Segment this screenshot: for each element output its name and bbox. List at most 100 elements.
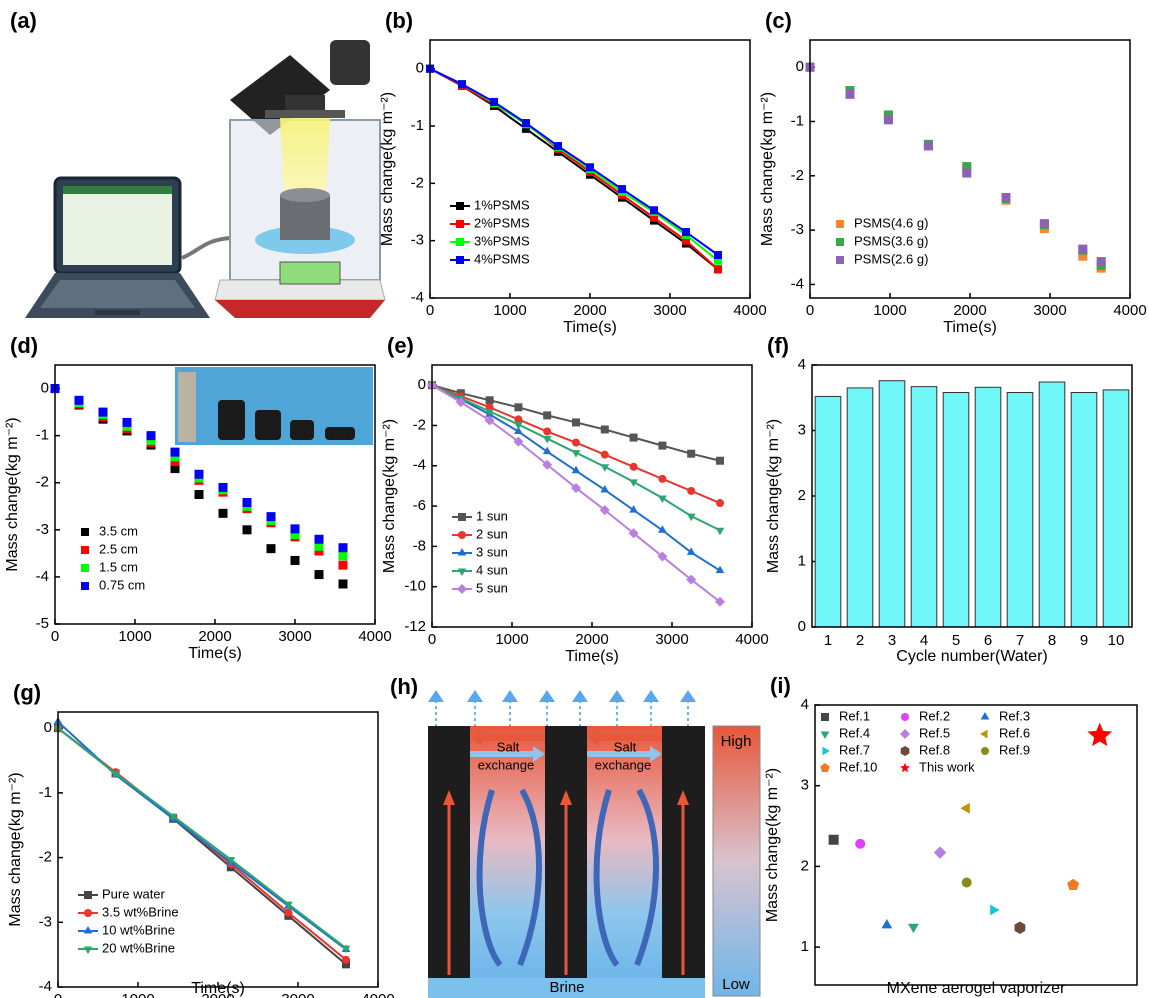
y-tick-label: 4 (801, 696, 809, 713)
exchange-label: exchange (595, 757, 651, 772)
legend-label: Ref.9 (999, 742, 1030, 757)
point (98, 407, 108, 417)
panel-label: (i) (770, 673, 791, 698)
point (715, 596, 725, 607)
plot-frame (57, 711, 379, 988)
legend-label: 1 sun (476, 508, 508, 523)
panel-label: (c) (765, 8, 792, 33)
legend-label: 5 sun (476, 580, 508, 595)
point (290, 530, 300, 540)
point (522, 119, 530, 128)
point (218, 482, 228, 492)
plot-frame (811, 364, 1133, 628)
point (962, 168, 972, 178)
x-tick-label: 4000 (361, 991, 394, 998)
x-axis-label: Time(s) (943, 319, 997, 336)
point (658, 474, 667, 483)
point (687, 486, 696, 495)
point (883, 110, 893, 120)
point (571, 482, 581, 493)
x-tick-label: 3000 (1033, 302, 1066, 319)
point (513, 436, 524, 447)
x-tick-label: 2000 (573, 302, 606, 319)
point (600, 450, 609, 459)
legend-marker (81, 546, 89, 554)
point (455, 397, 466, 408)
y-tick-label: -5 (36, 615, 49, 632)
bar (1102, 389, 1130, 628)
panel-label: (d) (10, 333, 38, 358)
legend-marker (457, 568, 467, 576)
point (290, 555, 300, 565)
panel-label: (e) (387, 333, 414, 358)
legend-label: PSMS(4.6 g) (854, 215, 928, 230)
x-tick-label: 3 (888, 632, 896, 649)
panel-label: (g) (13, 680, 41, 705)
point (686, 513, 696, 522)
legend-marker (822, 746, 830, 756)
exchange-label: Salt (614, 739, 637, 754)
x-tick-label: 10 (1108, 632, 1125, 649)
point (342, 960, 350, 969)
point (990, 904, 1000, 916)
x-tick-label: 4000 (733, 302, 766, 319)
exchange-label: Salt (497, 739, 520, 754)
point (618, 185, 626, 194)
exchange-label: exchange (478, 757, 534, 772)
legend-label: 0.75 cm (99, 577, 145, 592)
point (908, 923, 919, 934)
point (284, 901, 293, 910)
x-tick-label: 6 (984, 632, 992, 649)
legend-marker (820, 763, 830, 773)
point (554, 142, 562, 151)
legend-marker (980, 729, 988, 739)
y-axis-label: Mass change(kg m⁻²) (765, 419, 782, 573)
x-tick-label: 3000 (655, 631, 688, 648)
panel-label: (a) (10, 8, 37, 33)
legend-marker (456, 238, 464, 246)
point (543, 411, 552, 420)
point (342, 955, 350, 964)
point (881, 919, 893, 929)
y-tick-label: 2 (798, 487, 806, 504)
point (514, 426, 523, 435)
x-tick-label: 1000 (118, 628, 151, 645)
point (961, 877, 972, 888)
x-tick-label: 4 (920, 632, 928, 649)
y-tick-label: 0 (41, 380, 49, 397)
x-tick-label: 3000 (281, 991, 314, 998)
point (658, 441, 667, 450)
point (542, 436, 552, 444)
x-axis-label: MXene aerogel vaporizer (887, 980, 1066, 997)
legend-label: Ref.3 (999, 708, 1030, 723)
point (628, 528, 639, 539)
legend-marker (457, 548, 467, 556)
point (682, 236, 690, 245)
point (1078, 244, 1088, 254)
x-tick-label: 3000 (653, 302, 686, 319)
y-tick-label: 1 (798, 552, 806, 569)
legend-marker (458, 513, 466, 521)
legend-label: 2%PSMS (474, 215, 530, 230)
point (242, 525, 252, 535)
point (1039, 219, 1049, 229)
x-tick-label: 9 (1080, 632, 1088, 649)
plot-frame (429, 39, 751, 299)
bar (846, 387, 874, 628)
point (600, 484, 610, 493)
point (122, 417, 132, 427)
x-tick-label: 5 (952, 632, 960, 649)
point (242, 498, 252, 508)
y-tick-label: 3 (798, 421, 806, 438)
point (571, 450, 581, 458)
legend-label: 2 sun (476, 526, 508, 541)
y-tick-label: -8 (413, 537, 426, 554)
x-tick-label: 1000 (873, 302, 906, 319)
point (458, 80, 466, 89)
legend-marker (980, 712, 990, 720)
plot-frame (54, 364, 376, 625)
y-tick-label: -1 (411, 117, 424, 134)
legend-label: 3 sun (476, 544, 508, 559)
point (1078, 251, 1088, 261)
